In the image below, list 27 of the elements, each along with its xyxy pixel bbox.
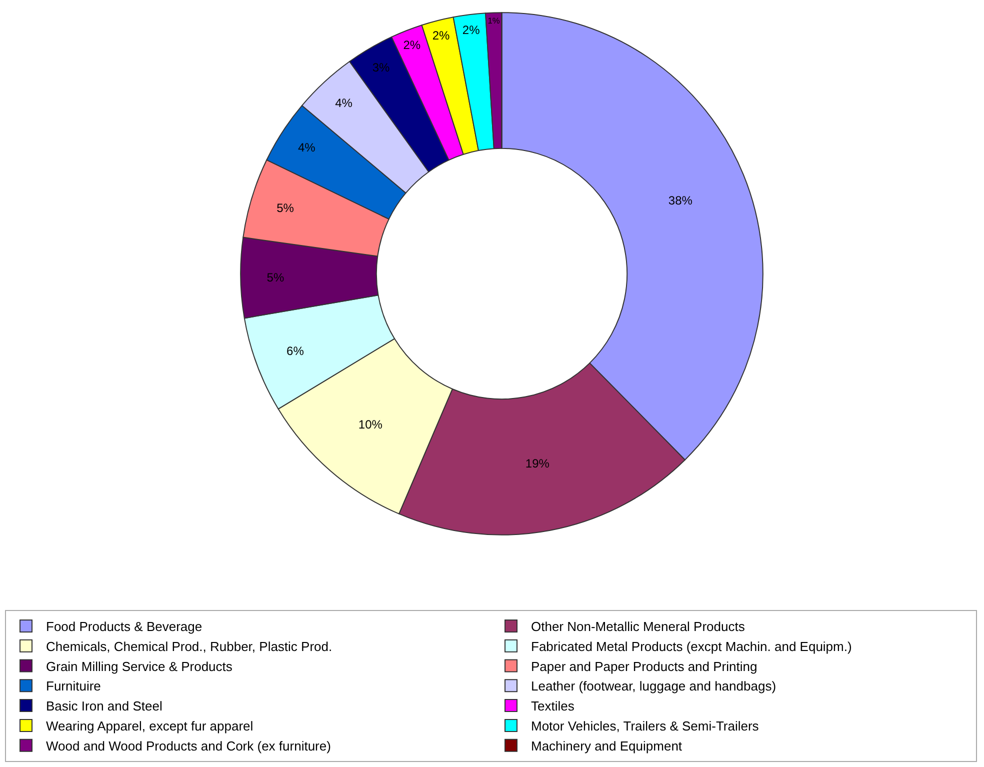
data-label: 1%	[488, 15, 500, 26]
legend-label: Motor Vehicles, Trailers & Semi-Trailers	[531, 718, 760, 734]
legend-label: Grain Milling Service & Products	[46, 658, 233, 674]
data-label: 10%	[358, 418, 383, 432]
legend-label: Machinery and Equipment	[531, 738, 682, 754]
data-label: 2%	[432, 28, 450, 42]
data-label: 6%	[286, 344, 304, 358]
legend-label: Other Non-Metallic Meneral Products	[531, 619, 746, 634]
legend-label: Fabricated Metal Products (excpt Machin. and Equipm.)	[531, 638, 852, 654]
data-label: 2%	[403, 38, 421, 52]
legend-label: Leather (footwear, luggage and handbags)	[531, 678, 776, 694]
legend-label: Wood and Wood Products and Cork (ex furniture)	[46, 738, 331, 754]
data-label: 5%	[266, 270, 284, 284]
legend-label: Wearing Apparel, except fur apparel	[46, 718, 254, 734]
legend-label: Food Products & Beverage	[46, 619, 202, 634]
legend-label: Basic Iron and Steel	[46, 698, 162, 714]
legend-label: Textiles	[531, 698, 575, 714]
data-label: 4%	[335, 96, 353, 110]
data-label: 2%	[462, 22, 480, 37]
legend-label: Paper and Paper Products and Printing	[531, 658, 758, 674]
data-label: 3%	[372, 60, 390, 74]
legend-label: Furnituire	[46, 678, 101, 694]
data-label: 38%	[668, 193, 693, 208]
data-label: 4%	[298, 140, 316, 154]
data-label: 19%	[525, 456, 550, 471]
data-label: 5%	[276, 200, 294, 215]
legend-label: Chemicals, Chemical Prod., Rubber, Plastic Prod.	[46, 638, 332, 654]
